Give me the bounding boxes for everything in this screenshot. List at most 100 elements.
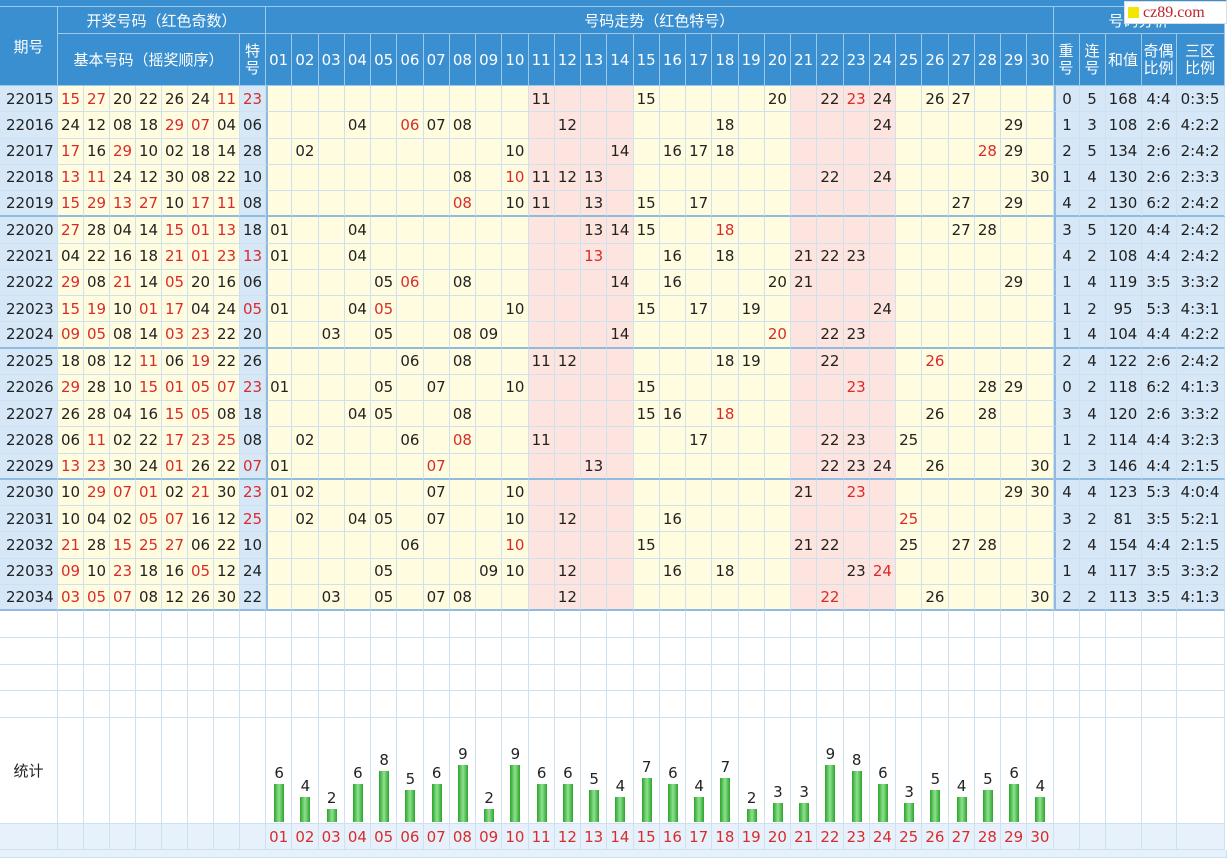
trend-col-header[interactable]: 25	[896, 34, 923, 86]
trend-hit: 27	[948, 86, 975, 113]
footer-number: 07	[423, 824, 450, 850]
trend-hit: 15	[633, 296, 660, 323]
trend-empty	[659, 348, 686, 375]
issue-cell[interactable]: 22031	[0, 506, 58, 533]
issue-cell[interactable]: 22030	[0, 479, 58, 506]
trend-col-header[interactable]: 09	[476, 34, 503, 86]
trend-empty	[318, 401, 345, 428]
trend-col-header[interactable]: 20	[764, 34, 791, 86]
issue-cell[interactable]: 22021	[0, 243, 58, 270]
issue-cell[interactable]: 22019	[0, 191, 58, 218]
basic-number: 27	[136, 191, 162, 218]
issue-cell[interactable]: 22032	[0, 532, 58, 559]
trend-col-header[interactable]: 19	[738, 34, 765, 86]
trend-hit: 01	[266, 296, 293, 323]
trend-empty	[554, 322, 581, 349]
trend-col-header[interactable]: 01	[266, 34, 293, 86]
trend-col-header[interactable]: 18	[712, 34, 739, 86]
trend-col-header[interactable]: 02	[292, 34, 319, 86]
trend-empty	[476, 427, 503, 454]
trend-empty	[869, 401, 896, 428]
empty-cell	[817, 664, 844, 692]
issue-cell[interactable]: 22022	[0, 269, 58, 296]
stat-bar	[746, 809, 757, 822]
site-watermark[interactable]: cz89.com	[1124, 1, 1227, 24]
empty-cell	[948, 691, 975, 718]
issue-cell[interactable]: 22015	[0, 86, 58, 113]
issue-cell[interactable]: 22016	[0, 112, 58, 139]
trend-col-header[interactable]: 14	[607, 34, 634, 86]
trend-col-header[interactable]: 26	[922, 34, 949, 86]
footer-blank	[1053, 824, 1080, 850]
trend-col-header[interactable]: 11	[528, 34, 555, 86]
trend-hit: 16	[659, 243, 686, 270]
trend-col-header[interactable]: 30	[1027, 34, 1054, 86]
trend-empty	[554, 532, 581, 559]
trend-col-header[interactable]: 04	[344, 34, 371, 86]
trend-empty	[922, 427, 949, 454]
issue-cell[interactable]: 22034	[0, 584, 58, 611]
trend-col-header[interactable]: 10	[502, 34, 529, 86]
trend-hit: 30	[1027, 479, 1054, 506]
trend-empty	[712, 296, 739, 323]
trend-col-header[interactable]: 08	[449, 34, 476, 86]
issue-cell[interactable]: 22024	[0, 322, 58, 349]
trend-hit: 08	[449, 584, 476, 611]
trend-empty	[502, 584, 529, 611]
basic-number: 16	[188, 506, 214, 533]
oddeven-header-line2: 比例	[1143, 58, 1174, 77]
trend-empty	[581, 269, 608, 296]
trend-col-header[interactable]: 28	[974, 34, 1001, 86]
trend-col-header[interactable]: 07	[423, 34, 450, 86]
empty-cell	[686, 664, 713, 692]
special-header-line2: 号	[244, 58, 260, 77]
basic-number: 18	[136, 112, 162, 139]
issue-cell[interactable]: 22029	[0, 453, 58, 480]
issue-header[interactable]: 期号	[0, 7, 58, 86]
empty-cell	[292, 664, 319, 692]
trend-col-header[interactable]: 23	[843, 34, 870, 86]
issue-cell[interactable]: 22033	[0, 558, 58, 585]
trend-col-header[interactable]: 29	[1001, 34, 1028, 86]
basic-number: 22	[214, 164, 240, 191]
trend-empty	[397, 558, 424, 585]
issue-cell[interactable]: 22023	[0, 296, 58, 323]
trend-col-header[interactable]: 17	[686, 34, 713, 86]
issue-cell[interactable]: 22026	[0, 374, 58, 401]
trend-hit: 04	[344, 112, 371, 139]
stat-bar	[615, 796, 626, 822]
trend-col-header[interactable]: 15	[633, 34, 660, 86]
draw-group-header: 开奖号码（红色奇数）	[58, 7, 266, 34]
basic-number: 08	[110, 322, 136, 349]
footer-number: 17	[686, 824, 713, 850]
issue-cell[interactable]: 22017	[0, 138, 58, 165]
issue-cell[interactable]: 22018	[0, 164, 58, 191]
trend-empty	[843, 296, 870, 323]
trend-empty	[344, 348, 371, 375]
issue-cell[interactable]: 22020	[0, 217, 58, 244]
trend-col-header[interactable]: 24	[869, 34, 896, 86]
trend-hit: 27	[948, 532, 975, 559]
trend-col-header[interactable]: 06	[397, 34, 424, 86]
trend-col-header[interactable]: 22	[817, 34, 844, 86]
trend-col-header[interactable]: 27	[948, 34, 975, 86]
empty-cell	[581, 691, 608, 718]
trend-col-header[interactable]: 16	[659, 34, 686, 86]
basic-number: 24	[188, 86, 214, 113]
trend-col-header[interactable]: 21	[791, 34, 818, 86]
trend-col-header[interactable]: 12	[554, 34, 581, 86]
trend-col-header[interactable]: 03	[318, 34, 345, 86]
issue-cell[interactable]: 22025	[0, 348, 58, 375]
consec-header: 连号	[1079, 34, 1106, 86]
basic-number: 24	[136, 453, 162, 480]
trend-empty	[633, 506, 660, 533]
issue-cell[interactable]: 22028	[0, 427, 58, 454]
basic-number: 21	[188, 479, 214, 506]
empty-cell	[266, 691, 293, 718]
trend-hit: 29	[1001, 112, 1028, 139]
trend-empty	[896, 86, 923, 113]
trend-col-header[interactable]: 05	[371, 34, 398, 86]
trend-empty	[791, 427, 818, 454]
trend-col-header[interactable]: 13	[581, 34, 608, 86]
issue-cell[interactable]: 22027	[0, 401, 58, 428]
